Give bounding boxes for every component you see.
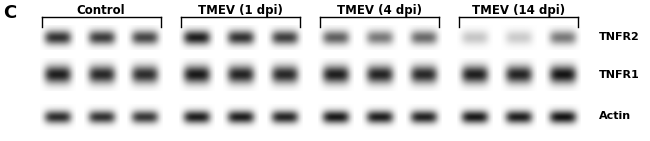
Text: C: C <box>3 4 16 22</box>
Text: TNFR2: TNFR2 <box>599 32 640 42</box>
Text: Control: Control <box>77 4 125 17</box>
Text: TMEV (14 dpi): TMEV (14 dpi) <box>472 4 565 17</box>
Text: TMEV (4 dpi): TMEV (4 dpi) <box>337 4 422 17</box>
Text: TNFR1: TNFR1 <box>599 70 640 80</box>
Text: Actin: Actin <box>599 111 631 121</box>
Text: TMEV (1 dpi): TMEV (1 dpi) <box>198 4 283 17</box>
